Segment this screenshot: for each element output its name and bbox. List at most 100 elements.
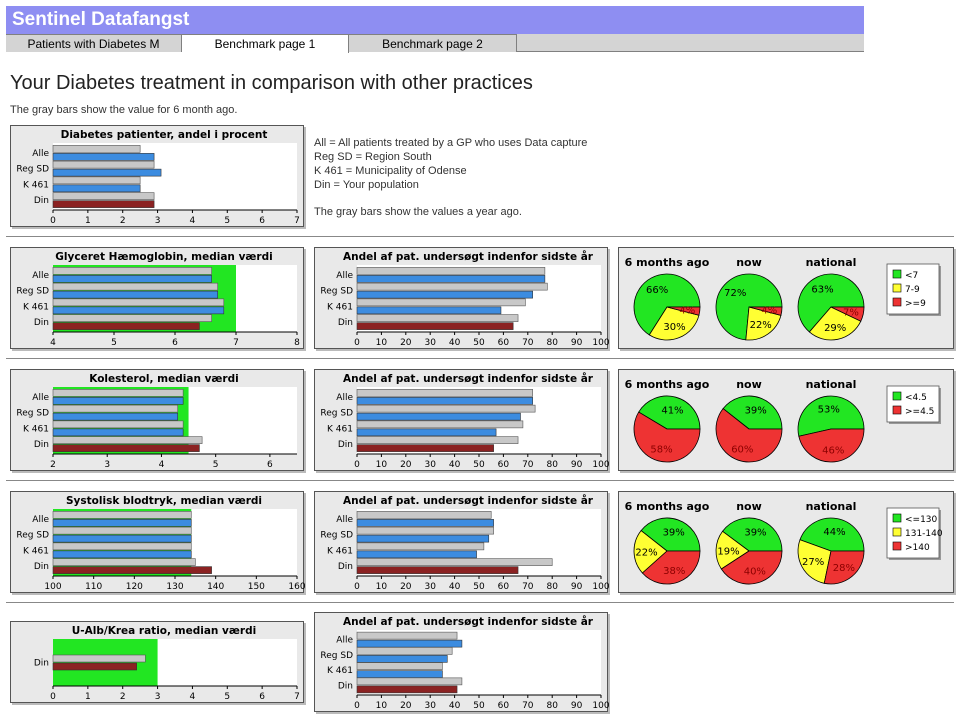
bar-previous <box>52 145 141 153</box>
bar-previous <box>356 436 519 444</box>
pie-slice <box>715 530 750 570</box>
legend-line-all: All = All patients treated by a GP who u… <box>314 137 588 149</box>
bar-current <box>52 428 184 437</box>
row-label: Reg SD <box>320 651 353 661</box>
pie-percent-label: 39% <box>745 406 767 417</box>
legend-swatch <box>892 283 902 293</box>
x-tick-label: 30 <box>424 701 436 711</box>
bar-previous <box>52 511 192 519</box>
bar-previous <box>356 267 546 275</box>
x-tick-label: 60 <box>498 338 510 348</box>
tab-benchmark-page-1[interactable]: Benchmark page 1 <box>182 34 349 53</box>
pies-cholesterol-svg: 6 months ago now national 41% 58% 39% 60% 53% 46… <box>625 378 941 463</box>
chart-cholesterol-tested-svg: Andel af pat. undersøgt indenfor sidste … <box>320 372 609 470</box>
pie-title: now <box>736 500 762 513</box>
row-label: K 461 <box>327 546 353 556</box>
bar-previous <box>52 436 203 444</box>
bar-current <box>52 412 179 421</box>
chart-title: Diabetes patienter, andel i procent <box>61 129 268 141</box>
target-zone <box>53 509 192 576</box>
bar-previous <box>52 654 146 663</box>
x-tick-label: 3 <box>155 216 161 226</box>
bar-previous <box>356 389 533 397</box>
chart-title: Andel af pat. undersøgt indenfor sidste … <box>343 494 594 507</box>
pie-title: 6 months ago <box>625 500 710 513</box>
page-heading: Your Diabetes treatment in comparison wi… <box>10 72 533 94</box>
row-label: K 461 <box>23 424 49 434</box>
bar-previous <box>356 647 453 655</box>
legend-label: >=4.5 <box>905 407 934 417</box>
chart-ualb-median: U-Alb/Krea ratio, median værdi Din 0 1 2 3 4 5 6… <box>10 621 304 703</box>
x-tick-label: 10 <box>376 338 388 348</box>
chart-blood-pressure-tested-svg: Andel af pat. undersøgt indenfor sidste … <box>320 494 609 592</box>
legend-swatch <box>892 541 902 551</box>
row-label: Alle <box>32 271 49 281</box>
pie-title: national <box>806 256 857 269</box>
x-tick-label: 2 <box>120 692 126 702</box>
x-tick-label: 90 <box>571 701 583 711</box>
pie-slice <box>745 306 782 341</box>
bar-previous <box>356 558 553 566</box>
bar-current <box>52 566 212 574</box>
chart-title: Kolesterol, median værdi <box>89 373 238 385</box>
chart-title: U-Alb/Krea ratio, median værdi <box>72 625 256 637</box>
x-tick-label: 20 <box>400 460 412 470</box>
plot-area <box>53 143 297 210</box>
x-tick-label: 50 <box>473 582 485 592</box>
legend-swatch <box>892 269 902 279</box>
legend-label: <4.5 <box>905 393 927 403</box>
legend-note: The gray bars show the values a year ago… <box>314 206 522 218</box>
x-tick-label: 100 <box>592 338 609 348</box>
bar-current <box>52 534 192 543</box>
target-zone <box>53 639 158 686</box>
chart-blood-pressure-tested: Andel af pat. undersøgt indenfor sidste … <box>314 491 609 593</box>
row-label: Alle <box>336 515 353 525</box>
bar-current <box>356 685 458 694</box>
pie-percent-label: 53% <box>818 405 840 416</box>
pies-blood-pressure-svg: 6 months ago now national 39% 22% 38% 39% 19% 40… <box>625 500 943 585</box>
x-tick-label: 90 <box>571 582 583 592</box>
pie-percent-label: 41% <box>661 405 683 416</box>
x-tick-label: 10 <box>376 582 388 592</box>
pie-percent-label: 4% <box>761 306 777 317</box>
bar-current <box>52 153 155 161</box>
x-tick-label: 100 <box>592 582 609 592</box>
x-tick-label: 6 <box>172 338 178 348</box>
row-label: Reg SD <box>320 287 353 297</box>
bar-current <box>356 322 514 330</box>
bar-current <box>52 519 192 527</box>
chart-blood-pressure-median-svg: Systolisk blodtryk, median værdi Alle Reg … <box>16 495 305 592</box>
row-label: Din <box>34 440 49 450</box>
tab-patients-with-diabetes[interactable]: Patients with Diabetes M <box>6 34 182 52</box>
abbreviation-legend: All = All patients treated by a GP who u… <box>314 136 587 219</box>
chart-cholesterol-median-svg: Kolesterol, median værdi Alle Reg SD K 461 D… <box>16 373 297 470</box>
x-tick-label: 0 <box>354 582 360 592</box>
bar-previous <box>52 404 179 413</box>
row-label: Alle <box>32 393 49 403</box>
bar-current <box>356 566 519 574</box>
bar-current <box>52 184 141 193</box>
chart-cholesterol-tested: Andel af pat. undersøgt indenfor sidste … <box>314 369 609 471</box>
pie-title: national <box>806 378 857 391</box>
legend-label: 131-140 <box>905 529 943 539</box>
x-tick-label: 120 <box>126 582 143 592</box>
separator <box>6 480 954 481</box>
bar-current <box>52 322 200 330</box>
x-tick-label: 30 <box>424 582 436 592</box>
pie-slice <box>640 517 701 552</box>
tab-benchmark-page-2[interactable]: Benchmark page 2 <box>349 34 517 52</box>
pie-percent-label: 30% <box>663 322 685 333</box>
row-label: Reg SD <box>16 287 49 297</box>
x-tick-label: 100 <box>44 582 61 592</box>
pie-title: 6 months ago <box>625 256 710 269</box>
row-label: K 461 <box>23 546 49 556</box>
legend-label: <7 <box>905 271 918 281</box>
pies-hba1c: 6 months ago now national 66% 30% 4% 72% 22% 4% 6… <box>618 247 954 349</box>
bar-previous <box>356 677 463 686</box>
chart-hba1c-tested-svg: Andel af pat. undersøgt indenfor sidste … <box>320 250 609 348</box>
x-tick-label: 0 <box>354 460 360 470</box>
x-tick-label: 40 <box>449 460 461 470</box>
row-label: Din <box>338 681 353 691</box>
pie-slice <box>798 428 865 463</box>
x-tick-label: 130 <box>166 582 183 592</box>
